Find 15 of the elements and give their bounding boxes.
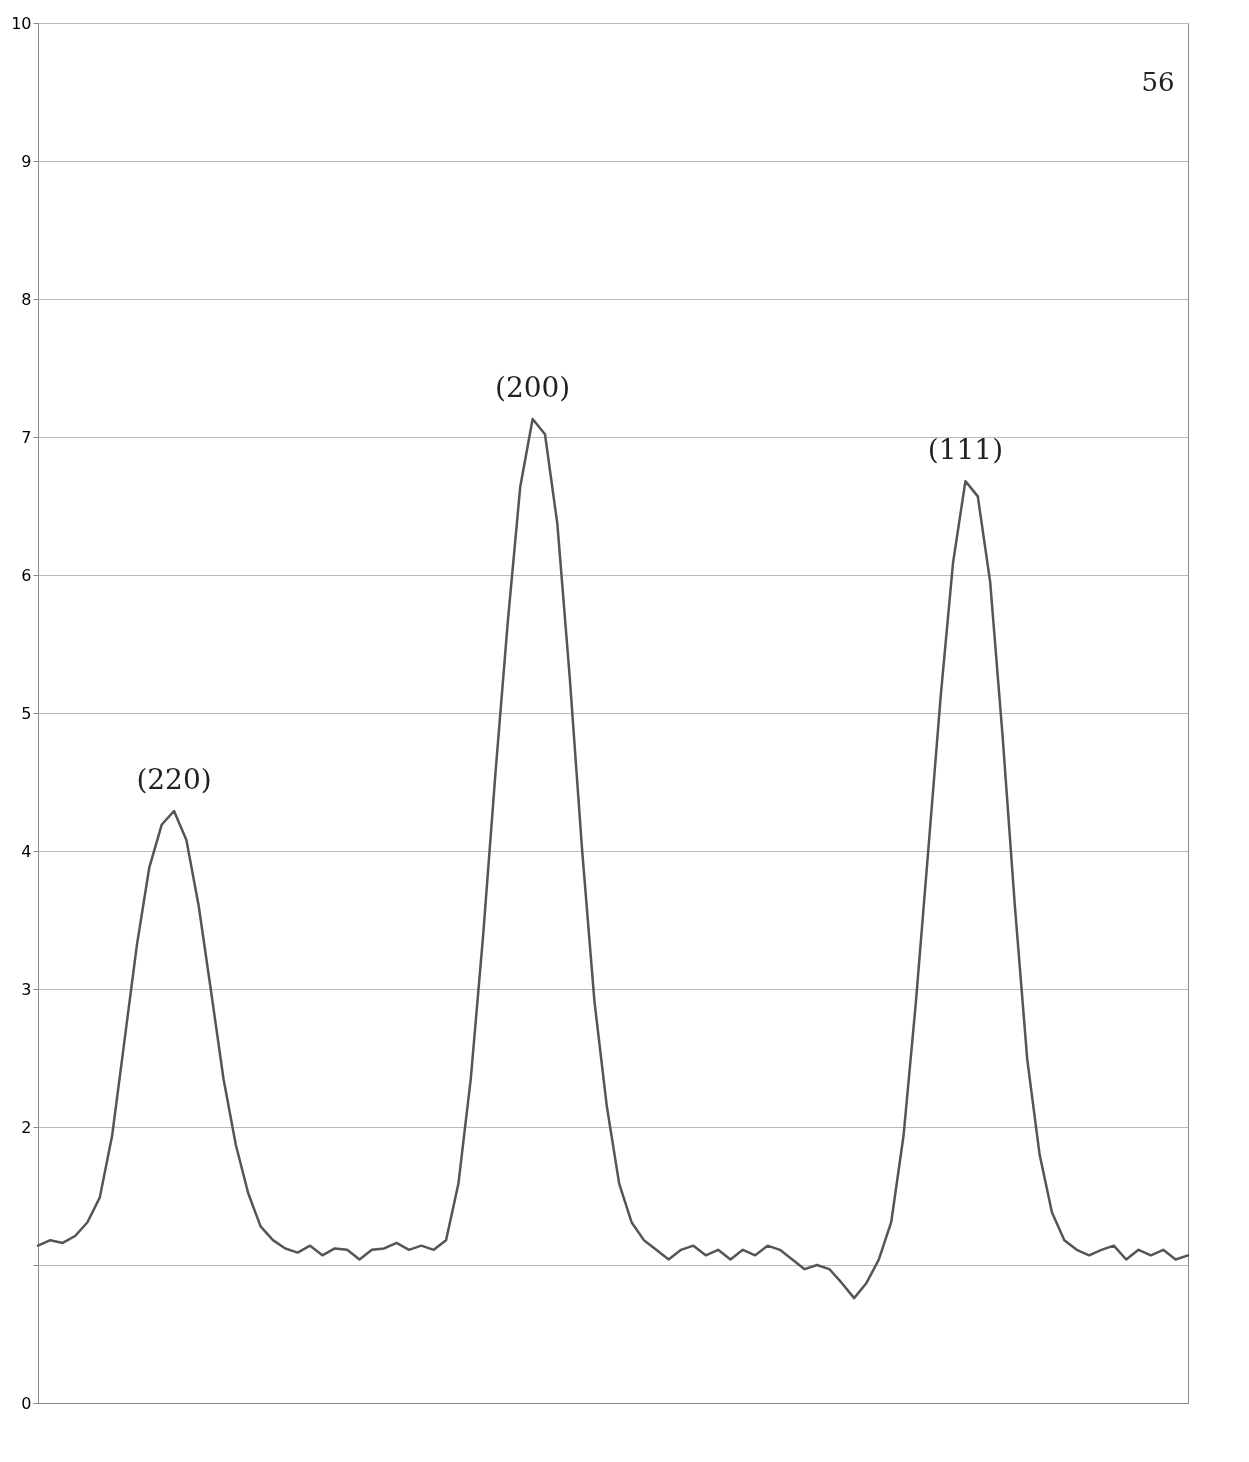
y-tick-label: 10 — [11, 13, 32, 33]
y-tick-label: 7 — [21, 427, 32, 447]
y-tick-label: 3 — [21, 979, 32, 999]
y-tick-label: 0 — [21, 1393, 32, 1413]
line-series — [36, 417, 1190, 1300]
y-tick-label: 9 — [21, 151, 32, 171]
y-tick-label: 4 — [21, 841, 32, 861]
annotation: (200) — [494, 371, 571, 405]
y-tick-label: 2 — [21, 1117, 32, 1137]
annotation: 56 — [1141, 67, 1175, 97]
y-tick-label: 5 — [21, 703, 32, 723]
y-tick-label: 6 — [21, 565, 32, 585]
annotation: (111) — [927, 433, 1004, 467]
annotation: (220) — [136, 762, 212, 796]
y-tick-label: 8 — [21, 289, 32, 309]
